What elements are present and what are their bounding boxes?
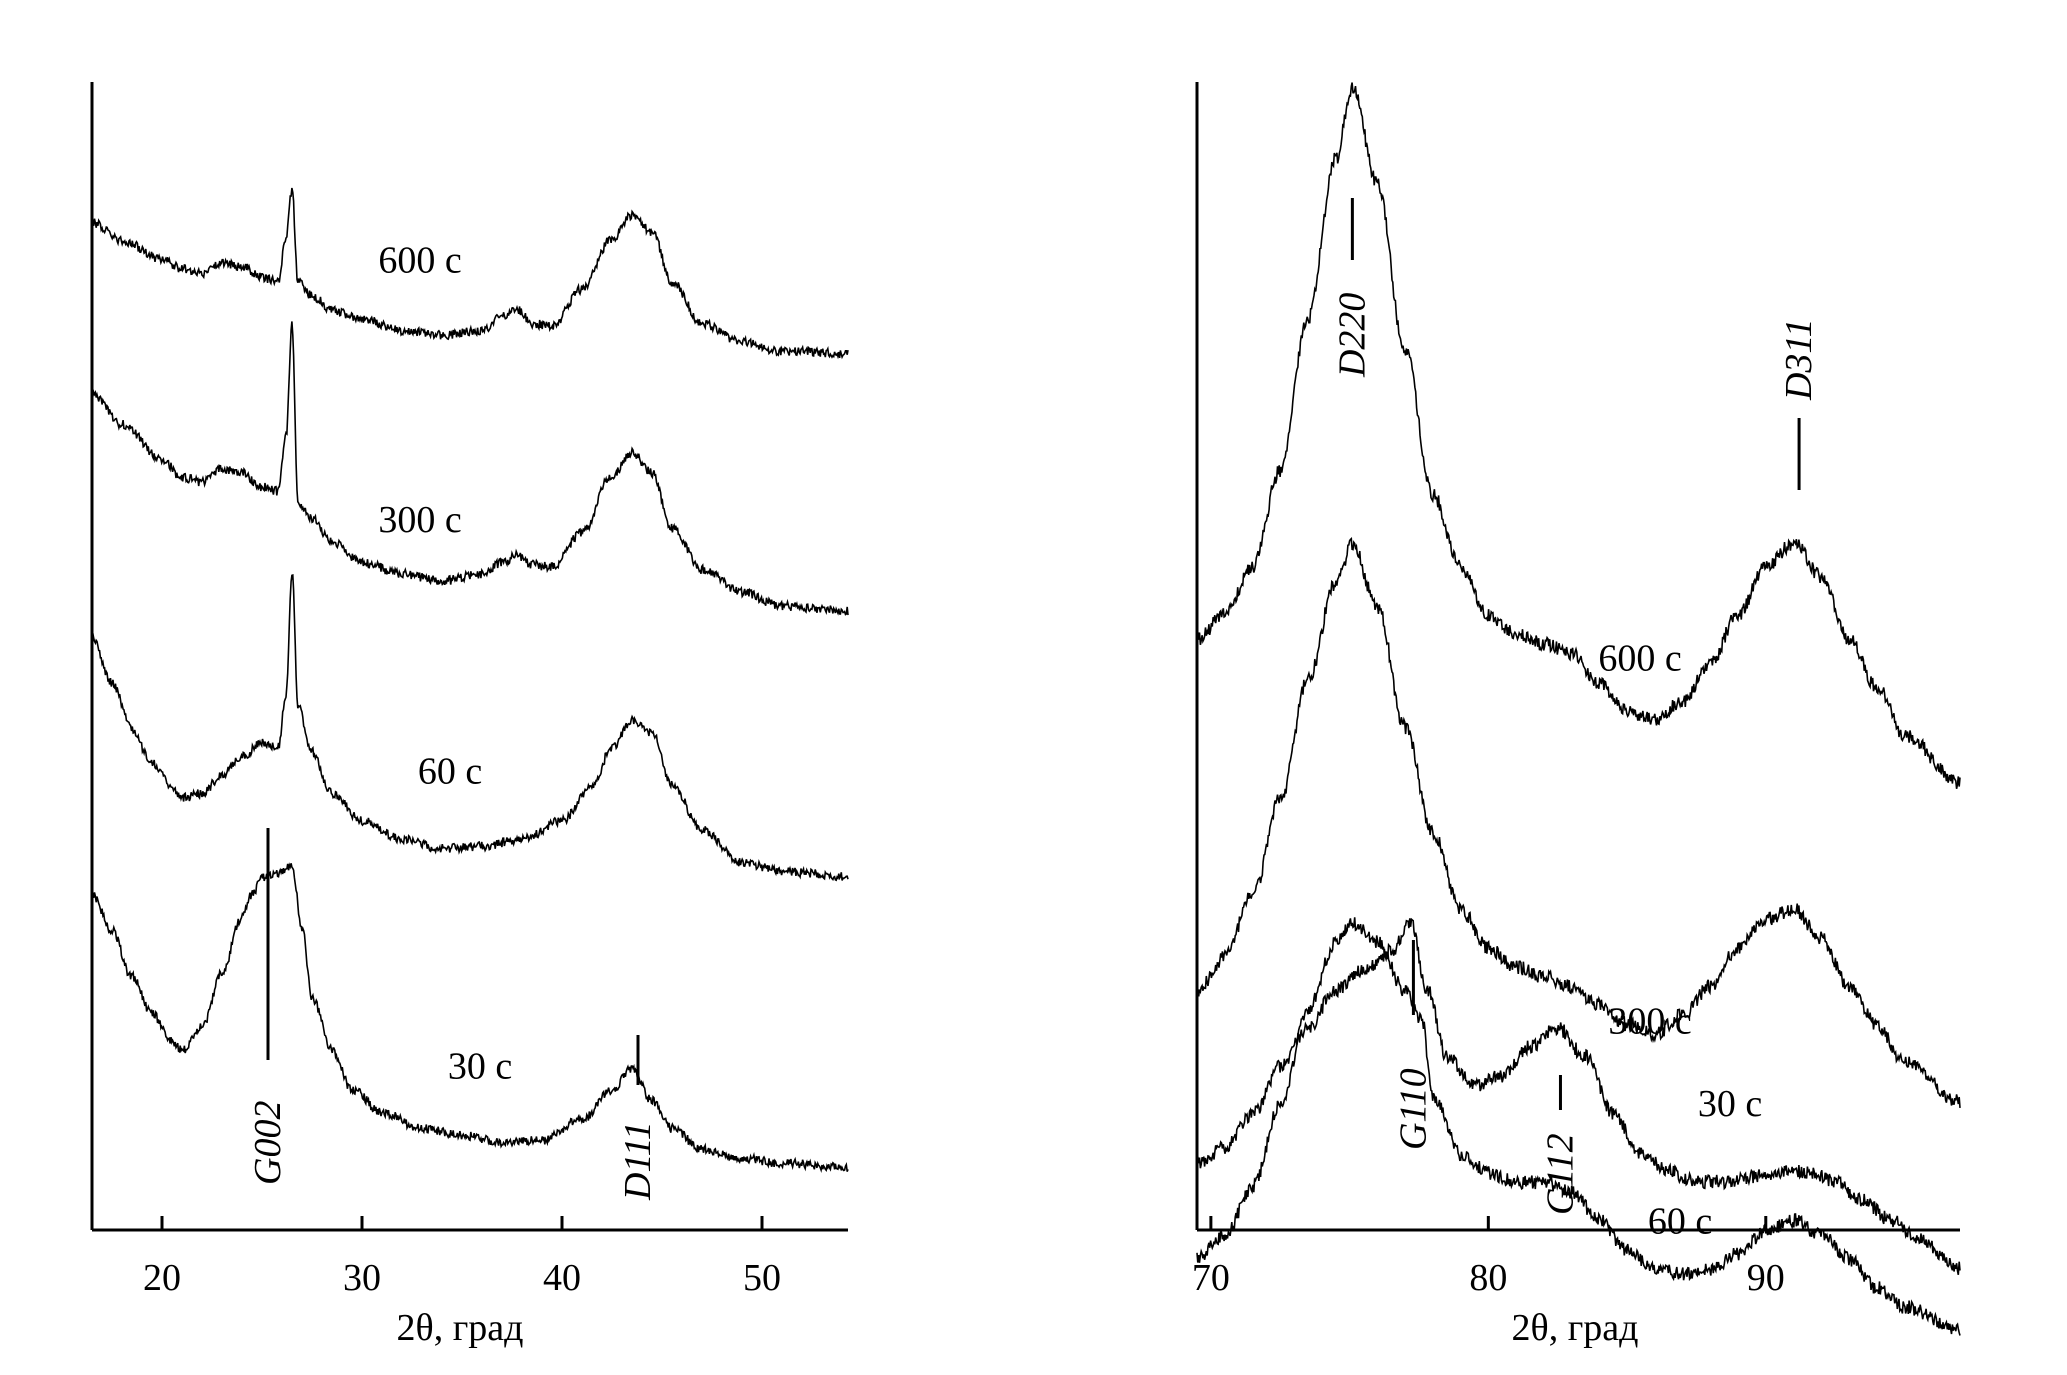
series-label: 30 с (448, 1045, 512, 1087)
x-tick-label: 40 (543, 1257, 581, 1299)
peak-label: G110 (1392, 1068, 1434, 1150)
series-label: 60 с (1648, 1200, 1712, 1242)
series-label: 300 с (378, 499, 461, 541)
left-panel: 20 30 40 50 600 с 300 с 60 с 30 с G002 D111 2θ,… (90, 82, 849, 1349)
series-line (91, 321, 849, 616)
series-line (1196, 917, 1961, 1275)
left-x-axis-title: 2θ, град (397, 1307, 524, 1349)
peak-label: G002 (247, 1101, 289, 1185)
x-tick-label: 20 (143, 1257, 181, 1299)
series-line (1196, 917, 1961, 1336)
series-line (1196, 537, 1961, 1108)
series-line (91, 862, 849, 1174)
right-panel: 70 80 90 600 с 300 с 60 с 30 с D220 D311 G110 G1… (1192, 82, 1961, 1349)
peak-label: D311 (1778, 318, 1820, 401)
peak-label: D111 (617, 1121, 659, 1201)
right-x-axis-title: 2θ, град (1512, 1307, 1639, 1349)
series-line (1196, 82, 1961, 789)
peak-label: G112 (1539, 1133, 1581, 1215)
series-line (91, 187, 849, 360)
series-label: 600 с (1598, 637, 1681, 679)
peak-label: D220 (1331, 293, 1373, 378)
x-tick-label: 30 (343, 1257, 381, 1299)
x-tick-label: 90 (1747, 1257, 1785, 1299)
x-tick-label: 80 (1469, 1257, 1507, 1299)
x-tick-label: 50 (743, 1257, 781, 1299)
series-label: 30 с (1698, 1083, 1762, 1125)
series-label: 600 с (378, 239, 461, 281)
series-label: 60 с (418, 750, 482, 792)
series-label: 300 с (1608, 1001, 1691, 1043)
x-tick-label: 70 (1192, 1257, 1230, 1299)
series-line (91, 574, 849, 882)
